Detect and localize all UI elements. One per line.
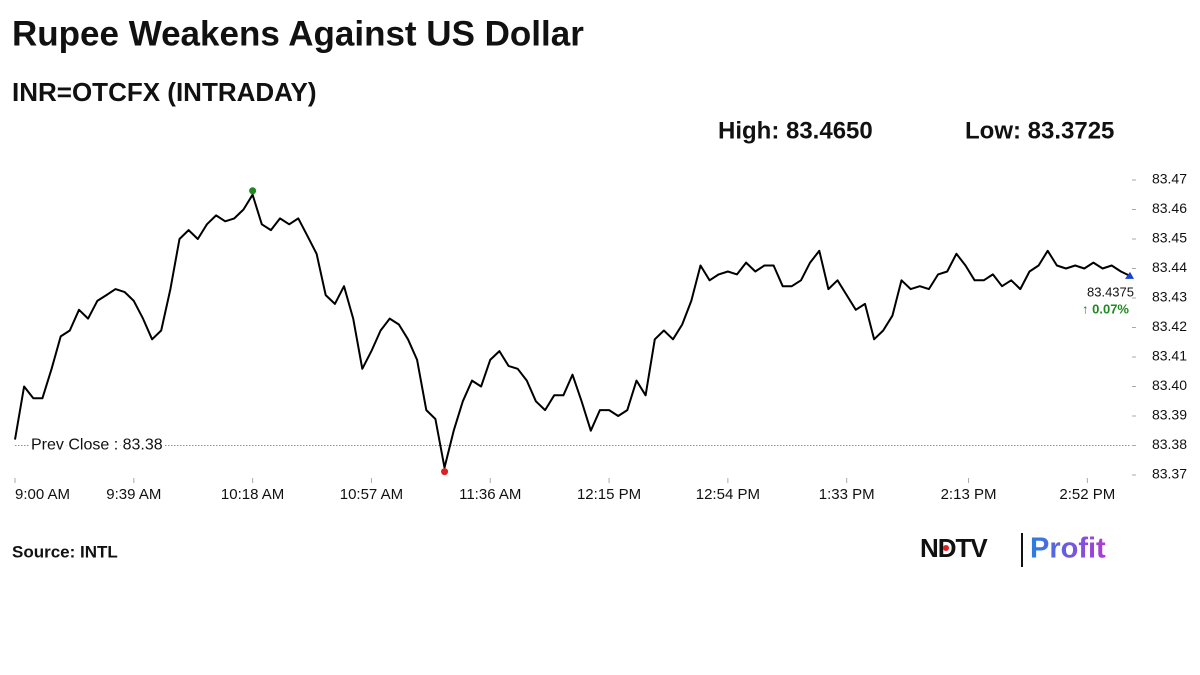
x-tick-label: 1:33 PM <box>819 486 875 503</box>
x-tick-label: 10:57 AM <box>340 486 403 503</box>
x-tick-label: 9:00 AM <box>15 486 70 503</box>
y-tick-label: 83.38 <box>1152 436 1187 452</box>
source: Source: INTL <box>12 542 118 561</box>
logo-profit: Profit <box>1030 533 1106 565</box>
change-label: ↑ 0.07% <box>1082 301 1129 316</box>
y-tick-label: 83.42 <box>1152 318 1187 334</box>
price-line <box>14 193 1131 469</box>
y-tick-label: 83.40 <box>1152 377 1187 393</box>
low-marker <box>441 468 449 476</box>
y-tick-label: 83.46 <box>1152 200 1187 216</box>
y-tick-label: 83.37 <box>1152 466 1187 482</box>
y-tick-label: 83.44 <box>1152 259 1187 275</box>
x-tick-label: 2:52 PM <box>1059 486 1115 503</box>
last-value-label: 83.4375 <box>1087 284 1134 299</box>
prev-close-label: Prev Close : 83.38 <box>31 437 163 454</box>
last-marker <box>1125 271 1134 279</box>
y-tick-label: 83.43 <box>1152 289 1187 305</box>
chart-subtitle: INR=OTCFX (INTRADAY) <box>12 77 317 107</box>
x-tick-label: 2:13 PM <box>941 486 997 503</box>
logo-dot <box>943 545 949 551</box>
chart-title: Rupee Weakens Against US Dollar <box>12 14 584 53</box>
y-tick-label: 83.39 <box>1152 407 1187 423</box>
low-label: Low: 83.3725 <box>965 117 1114 144</box>
x-tick-label: 11:36 AM <box>459 486 521 503</box>
y-tick-label: 83.45 <box>1152 230 1187 246</box>
y-tick-label: 83.41 <box>1152 348 1187 364</box>
x-tick-label: 12:54 PM <box>696 486 760 503</box>
high-label: High: 83.4650 <box>718 117 873 144</box>
x-tick-label: 12:15 PM <box>577 486 641 503</box>
x-tick-label: 10:18 AM <box>221 486 284 503</box>
y-tick-label: 83.47 <box>1152 171 1187 187</box>
x-tick-label: 9:39 AM <box>106 486 161 503</box>
logo-ndtv: NDTV <box>920 533 988 563</box>
high-marker <box>249 187 257 195</box>
